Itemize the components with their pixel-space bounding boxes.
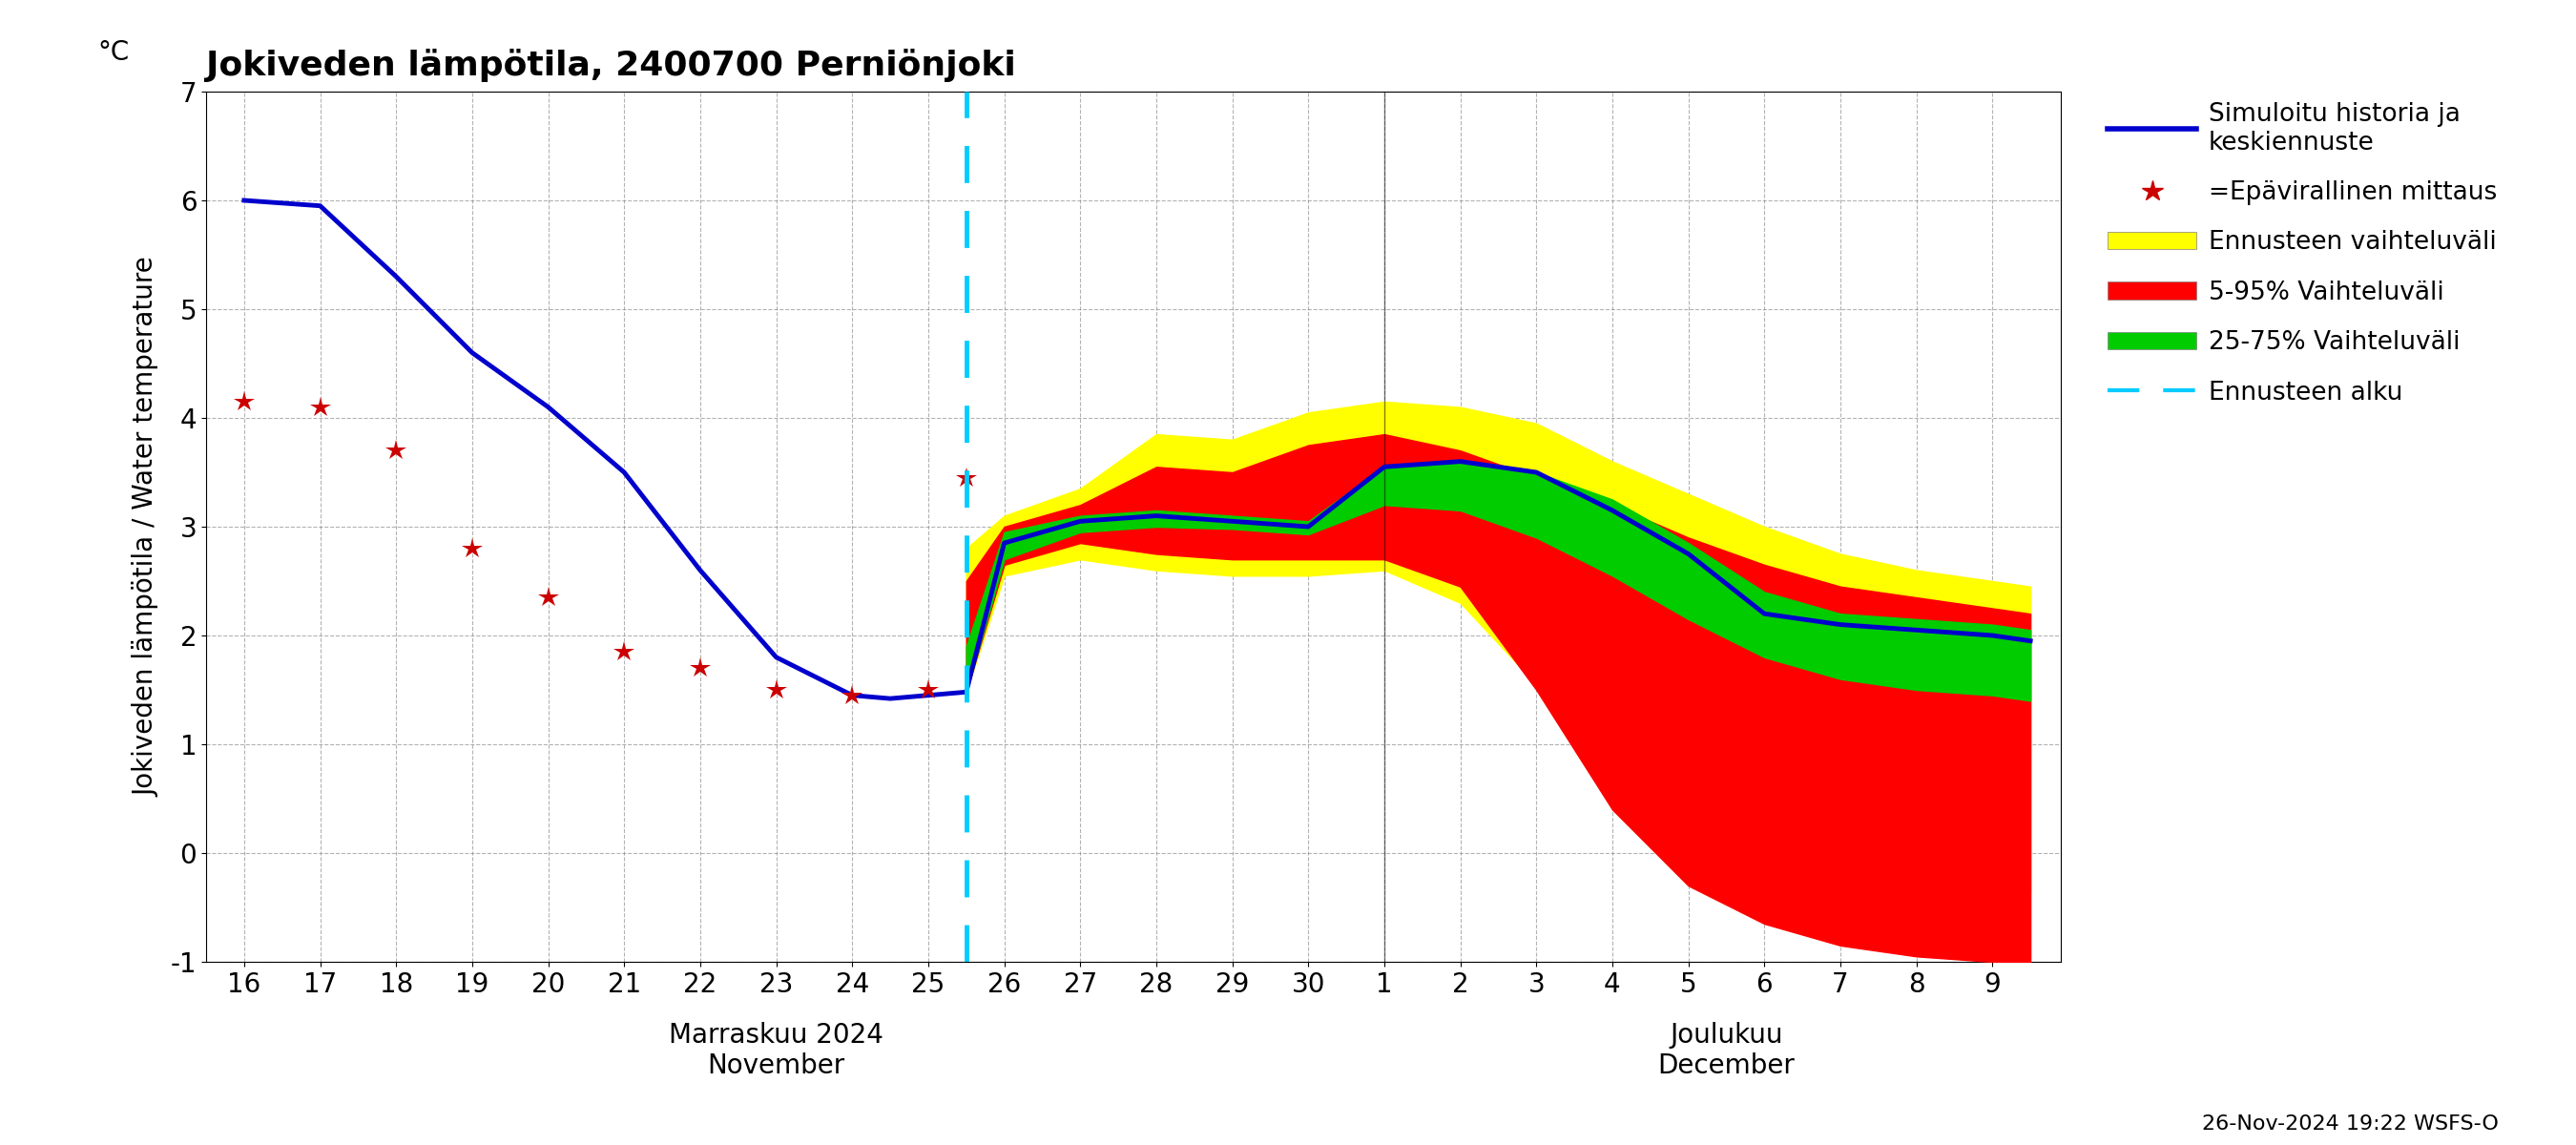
Text: Jokiveden lämpötila, 2400700 Perniönjoki: Jokiveden lämpötila, 2400700 Perniönjoki xyxy=(206,49,1015,82)
Text: Marraskuu 2024
November: Marraskuu 2024 November xyxy=(670,1021,884,1080)
Text: 26-Nov-2024 19:22 WSFS-O: 26-Nov-2024 19:22 WSFS-O xyxy=(2202,1114,2499,1134)
Y-axis label: Jokiveden lämpötila / Water temperature: Jokiveden lämpötila / Water temperature xyxy=(134,256,160,797)
Text: Joulukuu
December: Joulukuu December xyxy=(1659,1021,1795,1080)
Legend: Simuloitu historia ja
keskiennuste, =Epävirallinen mittaus, Ennusteen vaihteluvä: Simuloitu historia ja keskiennuste, =Epä… xyxy=(2097,92,2506,416)
Text: °C: °C xyxy=(98,39,129,65)
